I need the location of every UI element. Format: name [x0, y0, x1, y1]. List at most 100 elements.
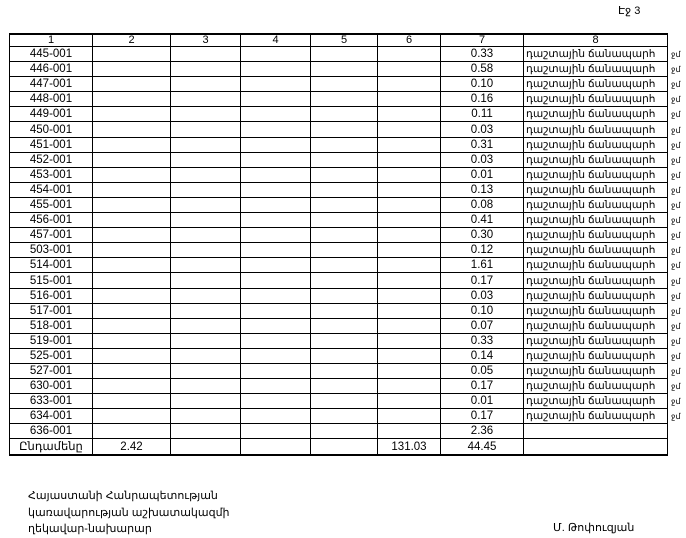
total-col8 — [523, 438, 668, 456]
col3-cell — [170, 212, 241, 229]
margin-note: ջմ — [671, 352, 681, 361]
col5-cell — [310, 227, 378, 244]
margin-note: ջմ — [671, 306, 681, 316]
col6-cell — [377, 257, 441, 274]
area-value: 0.33 — [440, 332, 524, 349]
col6-cell — [377, 272, 441, 289]
area-value: 0.17 — [440, 408, 524, 425]
col4-cell — [240, 302, 311, 319]
col2-cell — [92, 408, 171, 425]
table-row: 452-001 0.03 դաշտային ճանապարհ — [9, 151, 668, 168]
col2-cell — [92, 136, 171, 153]
land-use: դաշտային ճանապարհ — [523, 257, 668, 274]
col6-cell — [377, 106, 441, 123]
col6-cell — [377, 287, 441, 304]
margin-note: ջմ — [671, 246, 681, 256]
plot-code: 457-001 — [9, 227, 93, 244]
table-row: 453-001 0.01 դաշտային ճանապարհ — [9, 166, 668, 183]
land-use: դաշտային ճանապարհ — [523, 181, 668, 198]
col4-cell — [240, 91, 311, 108]
plot-code: 447-001 — [9, 76, 93, 93]
land-use: դաշտային ճանապարհ — [523, 317, 668, 334]
col3-cell — [170, 317, 241, 334]
plot-code: 445-001 — [9, 45, 93, 63]
land-use: դաշտային ճանապարհ — [523, 136, 668, 153]
col4-cell — [240, 166, 311, 183]
plot-code: 452-001 — [9, 151, 93, 168]
signatory-line: ղեկավար-նախարար — [28, 523, 152, 535]
plot-code: 454-001 — [9, 181, 93, 198]
table-row: 449-001 0.11 դաշտային ճանապարհ — [9, 106, 668, 123]
col2-cell — [92, 121, 171, 138]
col2-cell — [92, 151, 171, 168]
land-use: դաշտային ճանապարհ — [523, 242, 668, 259]
col6-cell — [377, 45, 441, 63]
col5-cell — [310, 347, 378, 364]
col6-cell — [377, 332, 441, 349]
col4-cell — [240, 287, 311, 304]
col6-cell — [377, 181, 441, 198]
area-value: 0.05 — [440, 362, 524, 380]
col2-cell — [92, 181, 171, 198]
col3-cell — [170, 91, 241, 108]
column-header: 5 — [310, 33, 378, 47]
signatory-line: կառավարության աշխատակազմի — [28, 506, 230, 519]
col3-cell — [170, 332, 241, 349]
total-col3 — [170, 438, 241, 456]
col5-cell — [310, 272, 378, 289]
col6-cell — [377, 378, 441, 395]
col2-cell — [92, 332, 171, 349]
margin-note: ջմ — [671, 382, 681, 392]
margin-note: ջմ — [671, 276, 681, 286]
col3-cell — [170, 272, 241, 289]
plot-code: 636-001 — [9, 423, 93, 440]
col3-cell — [170, 423, 241, 440]
table-row: 633-001 0.01 դաշտային ճանապարհ — [9, 393, 668, 410]
col6-cell — [377, 302, 441, 319]
col6-cell — [377, 242, 441, 259]
col2-cell — [92, 393, 171, 410]
col6-cell — [377, 91, 441, 108]
col3-cell — [170, 181, 241, 198]
table-row: 446-001 0.58 դաշտային ճանապարհ — [9, 61, 668, 78]
area-value: 0.17 — [440, 378, 524, 395]
plot-code: 514-001 — [9, 257, 93, 274]
col5-cell — [310, 317, 378, 334]
col4-cell — [240, 378, 311, 395]
area-value: 0.07 — [440, 317, 524, 334]
col5-cell — [310, 106, 378, 123]
col5-cell — [310, 257, 378, 274]
col5-cell — [310, 196, 378, 214]
table-row: 630-001 0.17 դաշտային ճանապարհ — [9, 378, 668, 395]
total-col2: 2.42 — [92, 438, 171, 456]
col6-cell — [377, 151, 441, 168]
column-header: 2 — [92, 33, 171, 47]
col3-cell — [170, 393, 241, 410]
plot-code: 449-001 — [9, 106, 93, 123]
margin-note: ջմ — [671, 336, 681, 346]
col4-cell — [240, 272, 311, 289]
col6-cell — [377, 317, 441, 334]
land-use: դաշտային ճանապարհ — [523, 332, 668, 349]
col2-cell — [92, 317, 171, 334]
table-row: 448-001 0.16 դաշտային ճանապարհ — [9, 91, 668, 108]
col6-cell — [377, 347, 441, 364]
table-row: 515-001 0.17 դաշտային ճանապարհ — [9, 272, 668, 289]
col5-cell — [310, 423, 378, 440]
area-value: 0.08 — [440, 196, 524, 214]
area-value: 0.03 — [440, 151, 524, 168]
table-row: 636-001 2.36 — [9, 423, 668, 440]
margin-note: ջմ — [671, 201, 681, 210]
table-row: 519-001 0.33 դաշտային ճանապարհ — [9, 332, 668, 349]
col5-cell — [310, 181, 378, 198]
col6-cell — [377, 76, 441, 93]
land-use: դաշտային ճանապարհ — [523, 151, 668, 168]
table-row: 445-001 0.33 դաշտային ճանապարհ — [9, 45, 668, 63]
col3-cell — [170, 45, 241, 63]
margin-note: ջմ — [671, 170, 681, 180]
land-use: դաշտային ճանապարհ — [523, 212, 668, 229]
col4-cell — [240, 196, 311, 214]
table-row: 454-001 0.13 դաշտային ճանապարհ — [9, 181, 668, 198]
table-row: 518-001 0.07 դաշտային ճանապարհ — [9, 317, 668, 334]
plot-code: 448-001 — [9, 91, 93, 108]
